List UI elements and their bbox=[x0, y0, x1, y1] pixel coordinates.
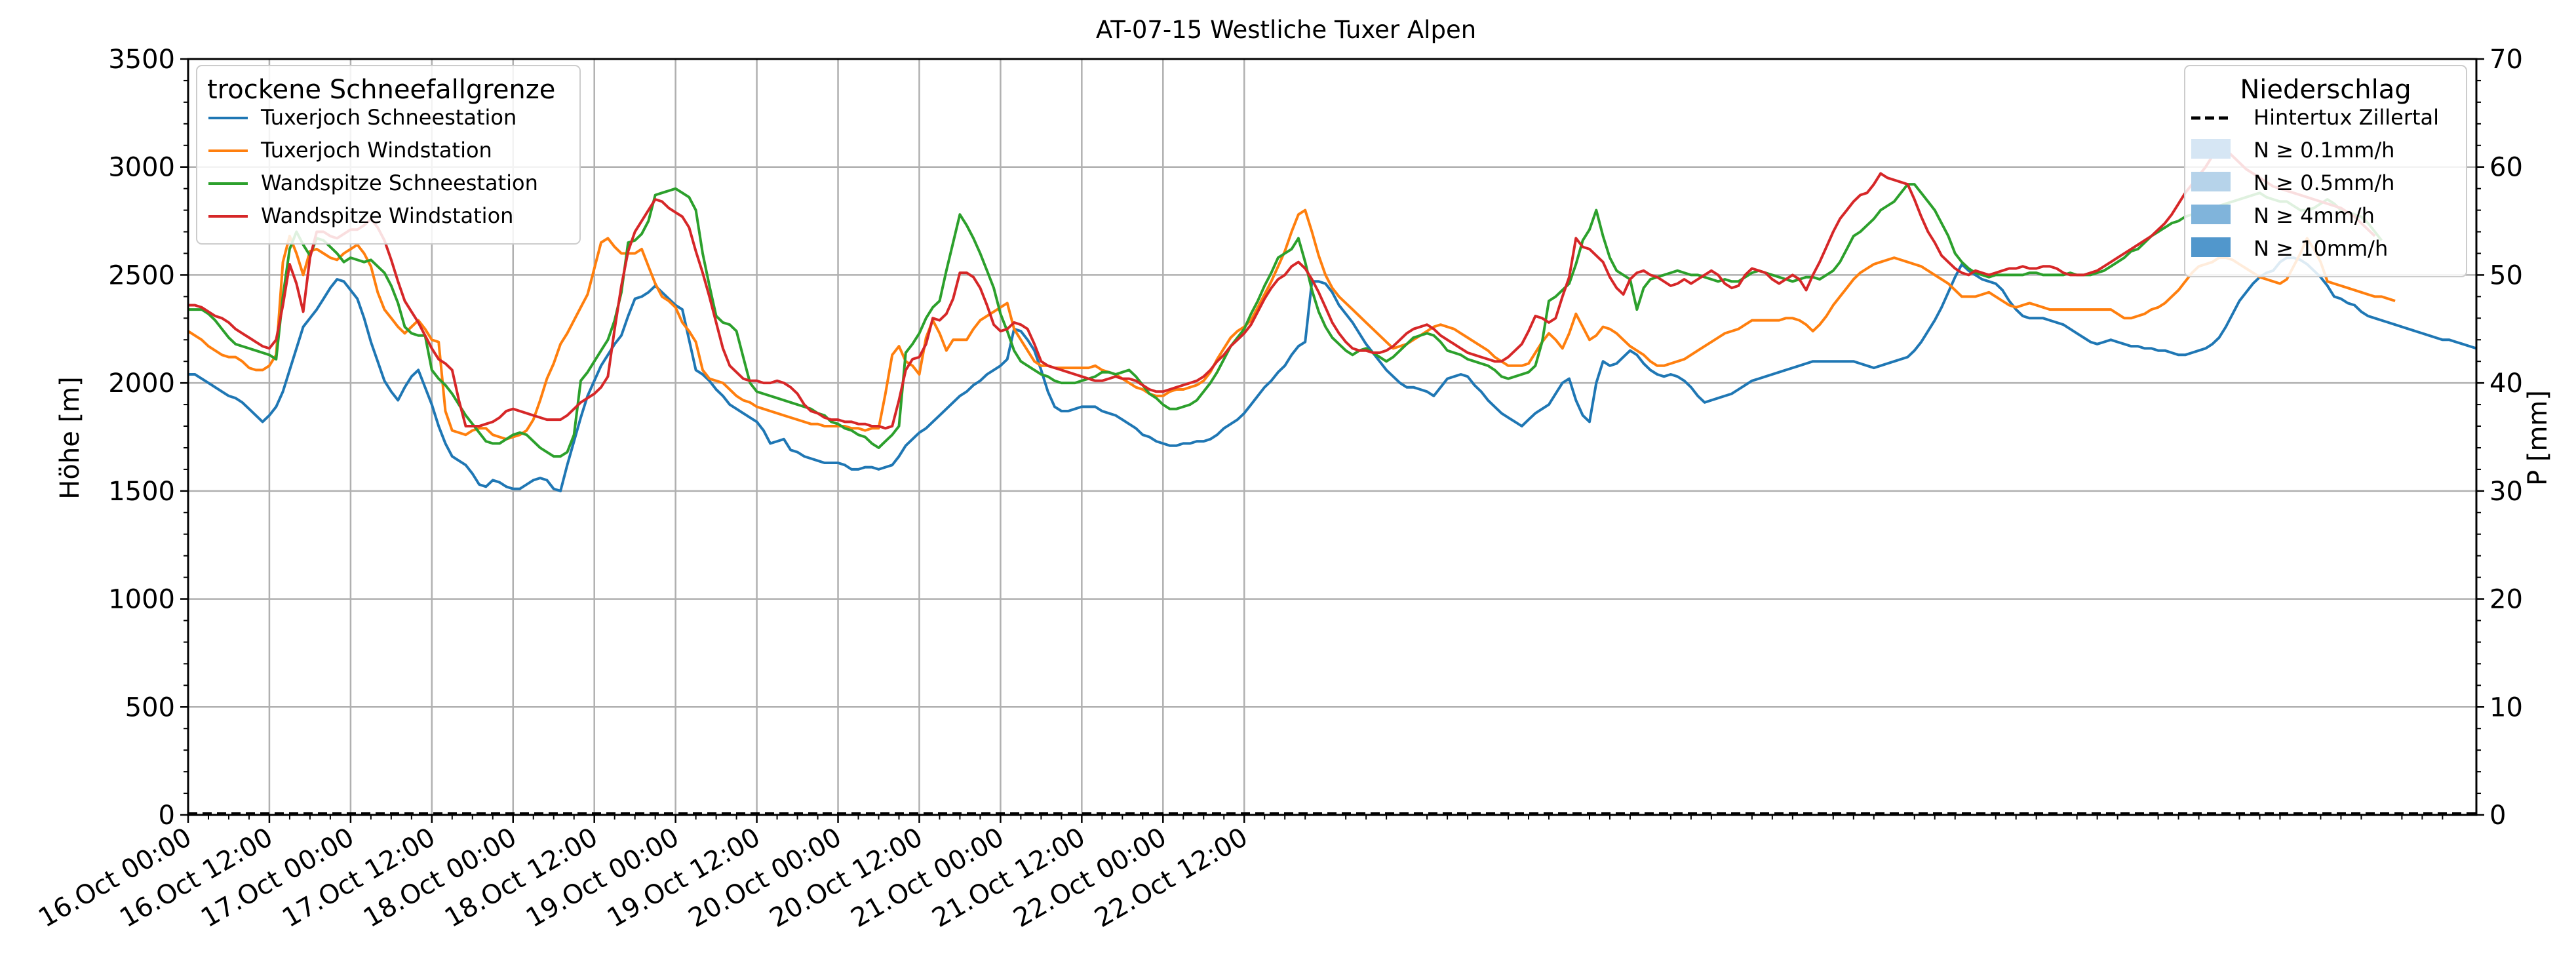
series-line-wandspitze-windstation bbox=[188, 144, 2376, 430]
y-tick-label: 0 bbox=[159, 801, 175, 831]
series-layer bbox=[187, 144, 2477, 492]
legend-swatch-patch bbox=[2191, 172, 2231, 191]
series-line-wandspitze-schneestation bbox=[188, 183, 2383, 458]
legend-entry-label: Wandspitze Schneestation bbox=[261, 170, 538, 195]
chart-title: AT-07-15 Westliche Tuxer Alpen bbox=[1096, 16, 1476, 44]
y2-tick-label: 10 bbox=[2489, 692, 2523, 722]
legend-entry-label: N ≥ 0.5mm/h bbox=[2254, 170, 2394, 195]
legend-swatch-patch bbox=[2191, 139, 2231, 159]
y-tick-label: 2500 bbox=[108, 260, 175, 290]
y-tick-label: 1000 bbox=[108, 585, 175, 615]
y-tick-label: 3500 bbox=[108, 45, 175, 75]
legend-entry-label: N ≥ 0.1mm/h bbox=[2254, 138, 2394, 163]
y2-tick-label: 40 bbox=[2489, 368, 2523, 399]
y2-tick-label: 70 bbox=[2489, 45, 2523, 75]
legend-swatch-patch bbox=[2191, 237, 2231, 257]
legend-entry-label: N ≥ 4mm/h bbox=[2254, 203, 2375, 228]
y2-tick-label: 20 bbox=[2489, 585, 2523, 615]
legend-snowline: trockene Schneefallgrenze Tuxerjoch Schn… bbox=[196, 65, 581, 245]
legend-precipitation-title: Niederschlag bbox=[2240, 75, 2411, 105]
y-tick-label: 2000 bbox=[108, 368, 175, 399]
series-line-tuxerjoch-schneestation bbox=[188, 256, 2477, 492]
y-axis-label: Höhe [m] bbox=[55, 376, 85, 499]
y-tick-label: 3000 bbox=[108, 153, 175, 183]
legend-swatch-patch bbox=[2191, 205, 2231, 224]
y2-tick-label: 50 bbox=[2489, 260, 2523, 290]
y-tick-label: 500 bbox=[125, 692, 175, 722]
y2-tick-label: 60 bbox=[2489, 153, 2523, 183]
legend-entry-label: Wandspitze Windstation bbox=[261, 203, 513, 228]
y2-axis-label: P [mm] bbox=[2523, 390, 2553, 486]
y-tick-label: 1500 bbox=[108, 477, 175, 507]
series-line-tuxerjoch-windstation bbox=[187, 208, 2396, 441]
legend-entry-label: Hintertux Zillertal bbox=[2254, 105, 2439, 130]
y2-tick-label: 0 bbox=[2489, 801, 2506, 831]
y2-tick-label: 30 bbox=[2489, 477, 2523, 507]
legend-entry-label: N ≥ 10mm/h bbox=[2254, 236, 2388, 261]
plot-frame bbox=[187, 58, 2478, 816]
left-y-axis: 0 500 1000 1500 2000 2500 3000 3500 bbox=[108, 45, 188, 831]
right-y-axis: 0 10 20 30 40 50 60 70 bbox=[2476, 45, 2523, 831]
legend-snowline-title: trockene Schneefallgrenze bbox=[207, 75, 555, 105]
legend-precipitation: Niederschlag Hintertux Zillertal N ≥ 0.1m… bbox=[2184, 65, 2467, 277]
legend-entry-label: Tuxerjoch Windstation bbox=[260, 138, 492, 163]
legend-entry-label: Tuxerjoch Schneestation bbox=[260, 105, 517, 130]
